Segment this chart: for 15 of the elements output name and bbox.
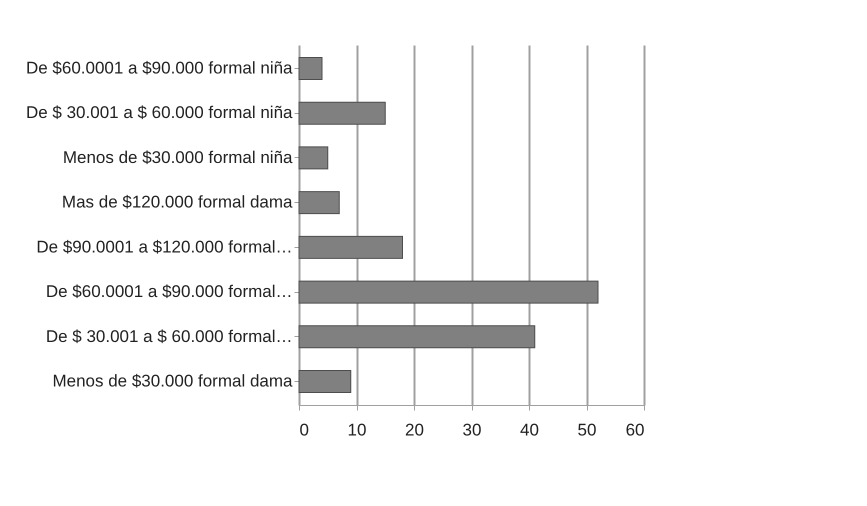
x-tick-label: 0: [300, 420, 309, 440]
y-tick-label: De $90.0001 a $120.000 formal…: [36, 237, 292, 256]
x-tick-label: 40: [520, 420, 539, 440]
y-tick-label: Mas de $120.000 formal dama: [62, 192, 294, 212]
y-tick-label: Menos de $30.000 formal dama: [52, 372, 294, 391]
x-tick-label: 60: [626, 420, 644, 440]
y-tick-label: De $ 30.001 a $ 60.000 formal…: [46, 326, 292, 346]
x-tick-label: 10: [348, 420, 366, 440]
y-tick-label: De $60.0001 a $90.000 formal niña: [26, 58, 294, 78]
x-tick-label: 20: [405, 420, 424, 440]
y-tick-label: Menos de $30.000 formal niña: [62, 148, 294, 167]
x-tick-label: 50: [578, 420, 596, 440]
y-tick-label: De $60.0001 a $90.000 formal…: [46, 282, 292, 302]
x-tick-label: 30: [462, 420, 482, 440]
y-tick-label: De $ 30.001 a $ 60.000 formal niña: [26, 103, 294, 122]
